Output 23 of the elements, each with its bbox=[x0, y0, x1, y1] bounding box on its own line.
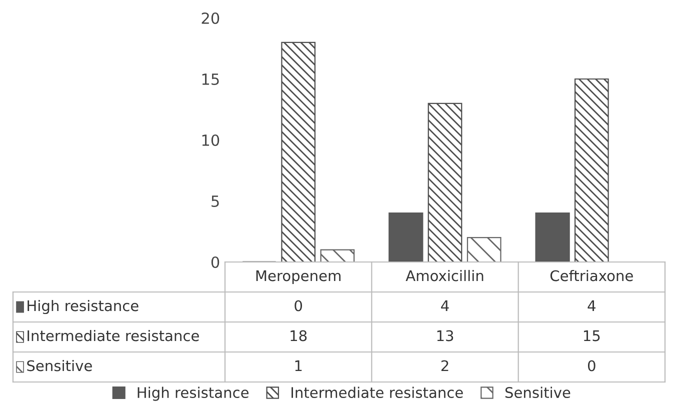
text: High resistance bbox=[138, 386, 249, 401]
y-tick-label: 0 bbox=[211, 256, 220, 268]
data-label: 15 bbox=[584, 330, 600, 342]
y-tick-label: 10 bbox=[202, 134, 220, 146]
data-label: 2 bbox=[441, 360, 448, 372]
legend-label: High resistance bbox=[28, 300, 138, 314]
data-label: 18 bbox=[290, 330, 307, 342]
legend-label: Intermediate resistance bbox=[28, 330, 199, 342]
data-label: 13 bbox=[437, 330, 454, 342]
y-tick-label: 15 bbox=[202, 74, 219, 86]
text: Sensitive bbox=[27, 360, 92, 372]
x-tick-label: Amoxicillin bbox=[406, 270, 484, 282]
x-tick-label: Ceftriaxone bbox=[550, 270, 633, 282]
y-tick-label: 5 bbox=[212, 196, 219, 208]
text: Intermediate resistance bbox=[292, 386, 463, 398]
data-label: 4 bbox=[441, 300, 449, 312]
data-label: 0 bbox=[588, 360, 596, 372]
x-tick-label: Meropenem bbox=[256, 270, 340, 284]
y-tick-label: 20 bbox=[202, 12, 220, 24]
data-label: 1 bbox=[295, 360, 302, 372]
legend-label: Sensitive bbox=[505, 386, 570, 398]
data-label: 0 bbox=[294, 300, 302, 312]
data-label: 4 bbox=[588, 300, 596, 312]
